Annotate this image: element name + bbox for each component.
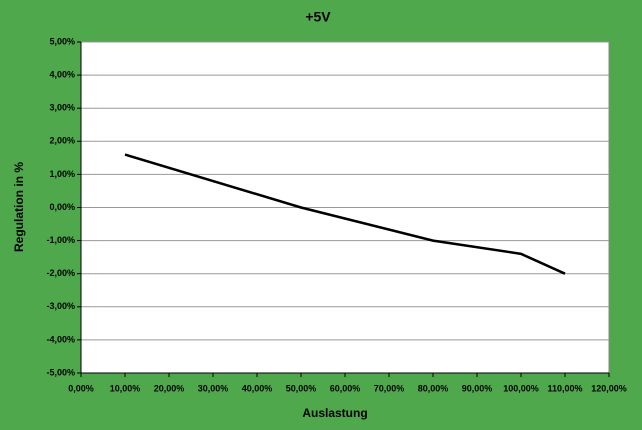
y-tick-label: -2,00% (46, 268, 75, 278)
x-tick-label: 10,00% (110, 383, 141, 393)
x-tick-label: 0,00% (68, 383, 94, 393)
x-tick-label: 20,00% (154, 383, 185, 393)
y-tick-label: 2,00% (49, 136, 75, 146)
y-tick-label: 3,00% (49, 103, 75, 113)
y-tick-label: -1,00% (46, 235, 75, 245)
y-tick-label: 0,00% (49, 202, 75, 212)
y-axis-label: Regulation in % (12, 162, 26, 252)
x-tick-label: 70,00% (374, 383, 405, 393)
y-tick-label: 1,00% (49, 169, 75, 179)
y-tick-label: 5,00% (49, 36, 75, 46)
x-tick-label: 50,00% (286, 383, 317, 393)
y-tick-label: -3,00% (46, 301, 75, 311)
line-series (124, 153, 566, 275)
x-tick-label: 80,00% (418, 383, 449, 393)
y-tick-label: 4,00% (49, 69, 75, 79)
x-tick-label: 100,00% (503, 383, 539, 393)
x-tick-label: 120,00% (591, 383, 627, 393)
chart-title: +5V (305, 9, 331, 25)
x-tick-label: 30,00% (198, 383, 229, 393)
y-tick-label: -5,00% (46, 367, 75, 377)
x-tick-label: 40,00% (242, 383, 273, 393)
x-axis-label: Auslastung (302, 406, 367, 420)
y-tick-label: -4,00% (46, 334, 75, 344)
x-tick-label: 90,00% (462, 383, 493, 393)
x-tick-label: 60,00% (330, 383, 361, 393)
x-tick-label: 110,00% (547, 383, 582, 393)
